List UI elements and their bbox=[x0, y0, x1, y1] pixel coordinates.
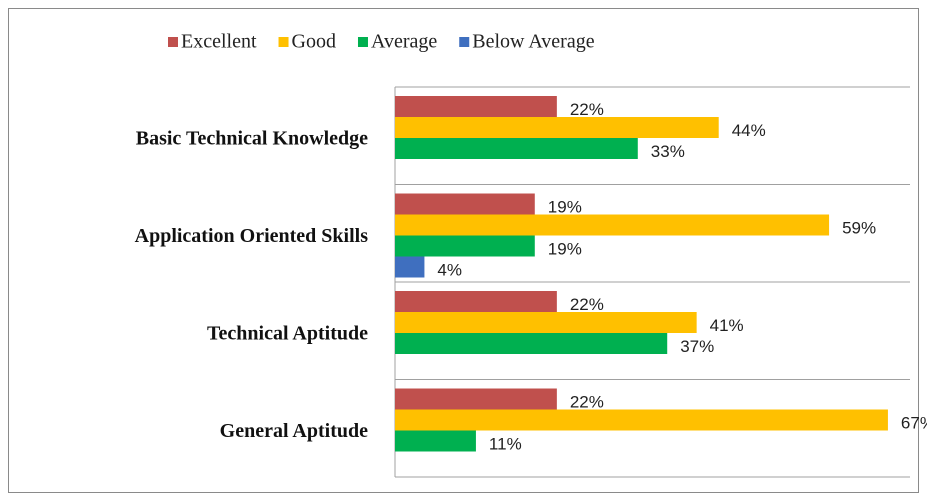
data-label: 59% bbox=[842, 218, 876, 237]
bar bbox=[395, 235, 535, 257]
bar bbox=[395, 312, 697, 333]
legend-swatch bbox=[459, 37, 470, 47]
category-label: Basic Technical Knowledge bbox=[136, 127, 368, 149]
legend-label: Excellent bbox=[181, 31, 257, 53]
data-label: 11% bbox=[489, 434, 522, 453]
data-label: 19% bbox=[548, 239, 582, 258]
data-label: 44% bbox=[732, 121, 766, 140]
bar bbox=[395, 96, 557, 117]
bar bbox=[395, 409, 888, 431]
data-label: 22% bbox=[570, 392, 604, 411]
bar bbox=[395, 388, 557, 410]
bar bbox=[395, 214, 830, 236]
data-label: 22% bbox=[570, 100, 604, 119]
bar bbox=[395, 138, 638, 159]
data-label: 33% bbox=[651, 142, 685, 161]
bar bbox=[395, 256, 425, 278]
data-label: 19% bbox=[548, 197, 582, 216]
bar bbox=[395, 291, 557, 312]
category-label: General Aptitude bbox=[220, 420, 368, 442]
data-label: 22% bbox=[570, 295, 604, 314]
bar bbox=[395, 193, 535, 215]
data-label: 67% bbox=[901, 413, 927, 432]
bar bbox=[395, 333, 668, 354]
category-label: Technical Aptitude bbox=[207, 322, 368, 344]
bar bbox=[395, 430, 476, 452]
data-label: 41% bbox=[710, 316, 744, 335]
legend-label: Average bbox=[371, 31, 437, 53]
legend-swatch bbox=[278, 37, 289, 47]
data-label: 4% bbox=[437, 260, 462, 279]
data-label: 37% bbox=[680, 337, 714, 356]
legend-label: Below Average bbox=[472, 31, 594, 53]
bar bbox=[395, 117, 719, 138]
legend-swatch bbox=[168, 37, 178, 47]
legend-label: Good bbox=[292, 31, 336, 53]
category-label: Application Oriented Skills bbox=[135, 225, 369, 247]
legend-swatch bbox=[357, 37, 368, 47]
